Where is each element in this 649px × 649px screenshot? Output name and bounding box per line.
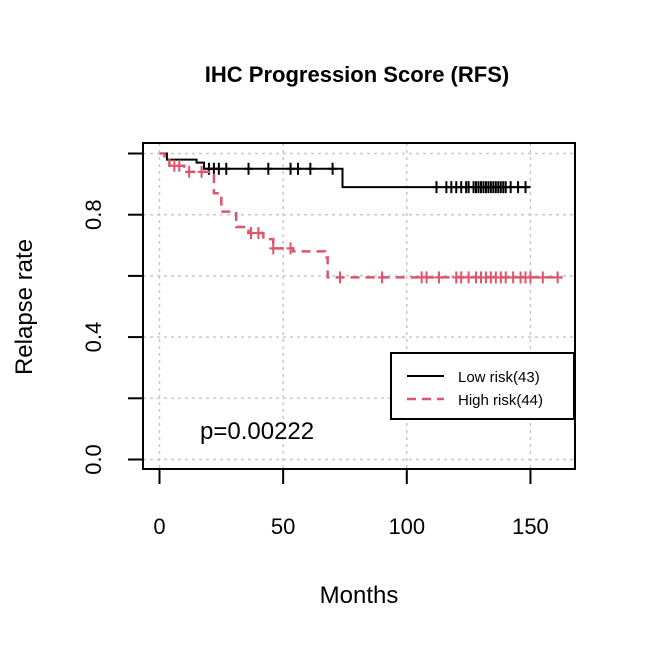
x-axis: 0 50 100 150 (153, 469, 549, 539)
series-high-risk (159, 152, 563, 284)
censor-mark-low-risk-10 (432, 181, 441, 194)
censor-mark-low-risk-8 (306, 162, 315, 175)
censor-mark-low-risk-3 (222, 162, 231, 175)
censor-mark-high-risk-2 (185, 165, 194, 178)
censor-mark-high-risk-8 (336, 271, 345, 284)
y-tick-label-0: 0.0 (81, 444, 106, 475)
x-tick-label-3: 150 (512, 514, 549, 539)
x-tick-label-0: 0 (153, 514, 165, 539)
censor-mark-low-risk-5 (264, 162, 273, 175)
censor-mark-low-risk-33 (521, 181, 530, 194)
censor-mark-high-risk-11 (422, 271, 431, 284)
series-low-risk (159, 152, 531, 194)
censor-mark-high-risk-28 (553, 271, 562, 284)
legend: Low risk(43) High risk(44) (390, 352, 575, 420)
censor-mark-low-risk-4 (244, 162, 253, 175)
series-line-high-risk (159, 152, 563, 279)
legend-label-high-risk: High risk(44) (458, 392, 543, 409)
y-axis: 0.0 0.4 0.8 (81, 152, 143, 475)
censor-mark-high-risk-27 (538, 271, 547, 284)
legend-box (390, 352, 575, 420)
censor-mark-high-risk-26 (526, 271, 535, 284)
y-tick-label-2: 0.8 (81, 199, 106, 230)
censor-mark-high-risk-1 (175, 159, 184, 172)
series-group (159, 152, 563, 284)
y-tick-label-1: 0.4 (81, 322, 106, 353)
censor-mark-high-risk-22 (501, 271, 510, 284)
y-axis-title: Relapse rate (11, 239, 38, 375)
censor-mark-high-risk-5 (254, 227, 263, 240)
censor-mark-high-risk-23 (509, 271, 518, 284)
censor-mark-high-risk-6 (269, 242, 278, 255)
chart-title: IHC Progression Score (RFS) (205, 62, 509, 87)
censor-mark-high-risk-15 (464, 271, 473, 284)
x-axis-title: Months (320, 582, 399, 609)
censor-mark-high-risk-7 (286, 242, 295, 255)
censor-mark-high-risk-9 (378, 271, 387, 284)
censor-mark-high-risk-14 (457, 271, 466, 284)
censor-mark-low-risk-6 (286, 162, 295, 175)
censor-mark-high-risk-4 (247, 227, 256, 240)
censor-mark-high-risk-12 (434, 271, 443, 284)
x-tick-label-2: 100 (388, 514, 425, 539)
legend-label-low-risk: Low risk(43) (458, 369, 540, 386)
censor-mark-low-risk-2 (214, 162, 223, 175)
p-value-annotation: p=0.00222 (200, 418, 314, 445)
series-line-low-risk (159, 152, 531, 189)
plot-frame (142, 142, 576, 470)
x-tick-label-1: 50 (271, 514, 295, 539)
censor-mark-low-risk-9 (328, 162, 337, 175)
censor-mark-high-risk-3 (197, 165, 206, 178)
censor-mark-low-risk-7 (293, 162, 302, 175)
censor-mark-low-risk-32 (514, 181, 523, 194)
censor-mark-low-risk-31 (506, 181, 515, 194)
